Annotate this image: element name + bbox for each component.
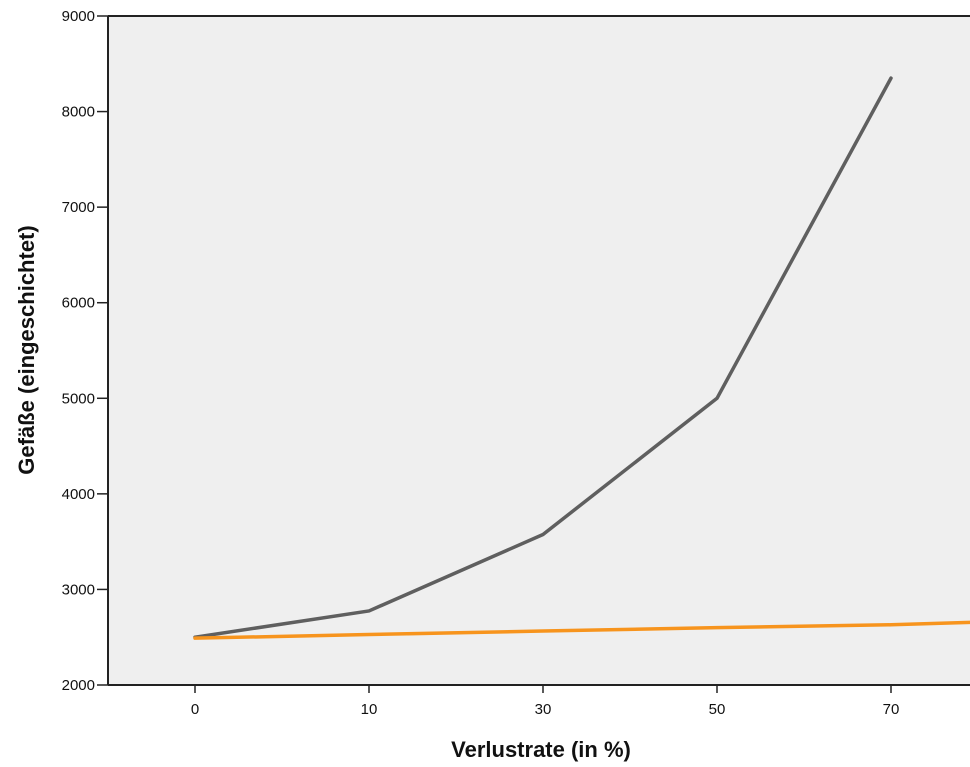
y-tick-label: 5000 [62, 390, 95, 407]
x-tick-label: 0 [191, 701, 199, 718]
y-tick-label: 9000 [62, 8, 95, 25]
series-line-orange [193, 620, 970, 640]
y-tick-label: 3000 [62, 581, 95, 598]
y-tick-label: 6000 [62, 295, 95, 312]
y-tick-label: 7000 [62, 199, 95, 216]
series-line-gray [193, 76, 893, 639]
x-tick-label: 70 [883, 701, 900, 718]
x-tick-label: 30 [535, 701, 552, 718]
y-tick-label: 2000 [62, 677, 95, 694]
y-axis-ticks: 2000 3000 4000 5000 6000 7000 8000 9000 [62, 8, 108, 694]
y-tick-label: 8000 [62, 104, 95, 121]
x-tick-label: 10 [361, 701, 378, 718]
series-layer [193, 76, 970, 640]
plot-area [108, 16, 970, 685]
x-tick-label: 50 [709, 701, 726, 718]
x-axis-title: Verlustrate (in %) [451, 737, 631, 762]
x-axis-ticks: 0 10 30 50 70 [191, 685, 900, 718]
y-tick-label: 4000 [62, 486, 95, 503]
y-axis-title: Gefäße (eingeschichtet) [14, 225, 39, 474]
